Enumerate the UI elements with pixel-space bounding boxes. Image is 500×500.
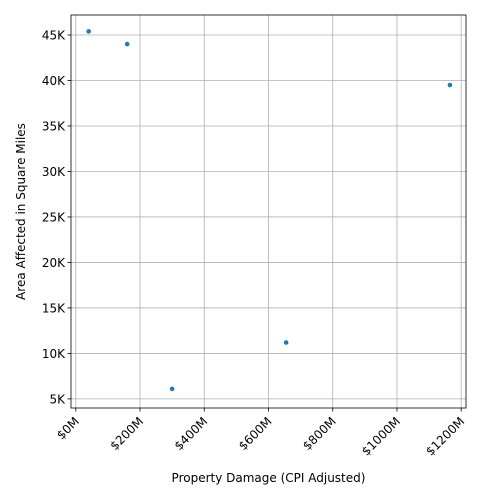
y-tick-label: 25K — [42, 210, 66, 224]
y-tick-label: 35K — [42, 119, 66, 133]
y-axis-label: Area Affected in Square Miles — [14, 123, 28, 300]
y-tick-label: 20K — [42, 256, 66, 270]
x-tick-label: $0M — [54, 414, 82, 442]
x-tick-label: $800M — [300, 414, 339, 453]
axis-ticks: $0M $200M $400M $600M $800M $1000M $1200M 5K 10K… — [42, 29, 467, 459]
data-point — [169, 386, 175, 392]
y-tick-label: 30K — [42, 165, 66, 179]
y-tick-label: 5K — [49, 392, 66, 406]
grid-lines — [71, 15, 466, 408]
x-axis-label: Property Damage (CPI Adjusted) — [172, 471, 366, 485]
y-tick-label: 40K — [42, 74, 66, 88]
data-points — [86, 29, 453, 392]
data-point — [124, 41, 130, 47]
y-tick-label: 15K — [42, 301, 66, 315]
x-tick-label: $400M — [172, 414, 211, 453]
y-tick-label: 10K — [42, 347, 66, 361]
x-tick-label: $1200M — [423, 414, 467, 458]
x-tick-label: $1000M — [359, 414, 403, 458]
data-point — [86, 29, 91, 34]
data-point — [447, 82, 453, 88]
y-tick-label: 45K — [42, 29, 66, 43]
x-tick-label: $200M — [107, 414, 146, 453]
data-point — [283, 340, 289, 345]
x-tick-label: $600M — [236, 414, 275, 453]
